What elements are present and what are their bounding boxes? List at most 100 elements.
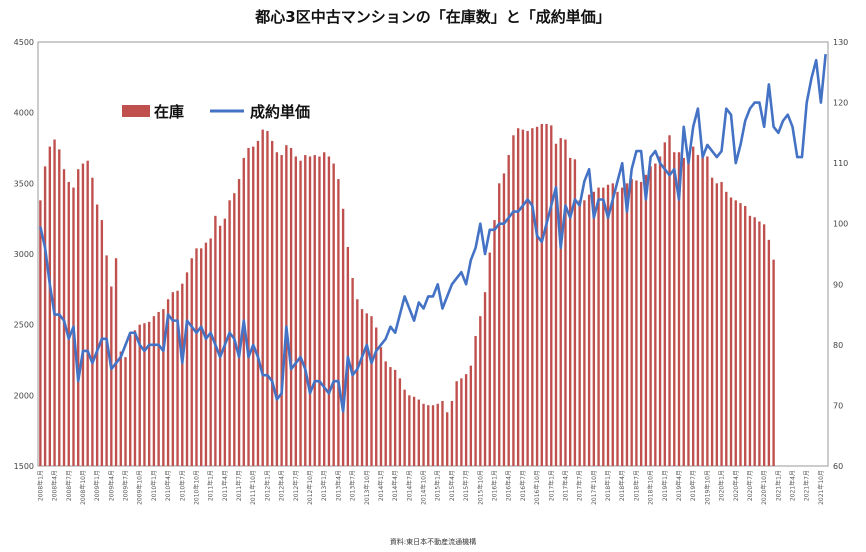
inventory-bar xyxy=(379,347,383,466)
inventory-bar xyxy=(370,316,373,466)
x-tick-label: 2020年1月 xyxy=(718,470,726,501)
inventory-bar xyxy=(39,200,42,467)
inventory-bar xyxy=(157,311,160,466)
inventory-bar xyxy=(677,152,681,467)
inventory-bar xyxy=(58,149,61,466)
inventory-bar xyxy=(166,299,170,466)
right-tick-label: 110 xyxy=(833,159,848,168)
inventory-bar xyxy=(578,200,581,467)
inventory-bar xyxy=(256,140,260,466)
x-tick-label: 2012年10月 xyxy=(306,470,314,505)
inventory-bar xyxy=(323,152,326,467)
inventory-bar xyxy=(455,381,458,466)
inventory-bar xyxy=(162,309,165,466)
inventory-bar xyxy=(772,259,775,466)
inventory-bar xyxy=(663,142,666,466)
x-tick-label: 2015年7月 xyxy=(462,470,470,501)
x-tick-label: 2014年1月 xyxy=(377,470,385,501)
inventory-bar xyxy=(710,177,714,466)
x-tick-label: 2016年7月 xyxy=(519,470,527,501)
inventory-bar xyxy=(474,335,477,466)
x-tick-label: 2012年1月 xyxy=(263,470,271,501)
inventory-bar xyxy=(403,389,406,466)
inventory-bar xyxy=(233,193,236,467)
inventory-bar xyxy=(450,400,454,466)
inventory-bar xyxy=(95,204,99,466)
inventory-bar xyxy=(720,181,723,467)
inventory-bar xyxy=(195,248,198,466)
inventory-bars xyxy=(39,123,775,467)
right-tick-label: 80 xyxy=(833,341,843,350)
left-tick-label: 4500 xyxy=(14,38,34,47)
x-tick-label: 2015年10月 xyxy=(476,470,484,505)
inventory-bar xyxy=(692,146,695,466)
x-tick-label: 2018年4月 xyxy=(618,470,626,501)
x-tick-label: 2012年4月 xyxy=(278,470,286,501)
right-tick-label: 120 xyxy=(833,99,848,108)
inventory-bar xyxy=(91,177,94,466)
inventory-bar xyxy=(673,152,676,467)
x-tick-label: 2011年1月 xyxy=(207,470,215,501)
inventory-bar xyxy=(729,197,733,466)
inventory-bar xyxy=(200,248,203,466)
inventory-bar xyxy=(521,129,525,466)
inventory-bar xyxy=(356,299,359,466)
left-axis-ticks: 1500 2000 2500 3000 3500 4000 4500 xyxy=(14,38,34,471)
left-tick-label: 2500 xyxy=(14,321,34,330)
x-tick-label: 2014年4月 xyxy=(391,470,399,501)
inventory-bar xyxy=(748,215,752,466)
right-tick-label: 90 xyxy=(833,280,843,289)
inventory-bar xyxy=(332,163,335,467)
x-tick-label: 2013年7月 xyxy=(349,470,357,501)
inventory-bar xyxy=(143,323,146,466)
inventory-bar xyxy=(540,123,543,466)
x-tick-label: 2009年1月 xyxy=(93,470,101,501)
inventory-bar xyxy=(304,155,307,466)
inventory-bar xyxy=(516,128,520,466)
inventory-bar xyxy=(446,412,449,466)
inventory-bar xyxy=(266,131,269,467)
inventory-bar xyxy=(181,283,184,466)
inventory-bar xyxy=(294,156,297,467)
inventory-bar xyxy=(583,200,586,467)
x-tick-label: 2011年7月 xyxy=(235,470,243,501)
inventory-bar xyxy=(176,290,179,466)
inventory-bar xyxy=(408,395,411,466)
inventory-bar xyxy=(124,357,127,466)
inventory-bar xyxy=(247,148,250,466)
x-tick-label: 2013年4月 xyxy=(334,470,342,501)
left-tick-label: 2000 xyxy=(14,391,34,400)
inventory-bar xyxy=(545,123,548,466)
x-tick-label: 2020年4月 xyxy=(732,470,740,501)
x-tick-label: 2012年7月 xyxy=(292,470,300,501)
inventory-bar xyxy=(554,143,558,466)
x-tick-label: 2021年1月 xyxy=(774,470,782,501)
inventory-bar xyxy=(110,286,113,466)
right-tick-label: 60 xyxy=(833,462,843,471)
inventory-bar xyxy=(308,156,312,467)
inventory-bar xyxy=(105,255,108,466)
x-tick-label: 2015年1月 xyxy=(434,470,442,501)
legend: 在庫 成約単価 xyxy=(122,103,310,121)
inventory-bar xyxy=(375,327,378,466)
x-tick-label: 2016年1月 xyxy=(491,470,499,501)
x-tick-label: 2020年7月 xyxy=(746,470,754,501)
x-tick-label: 2008年4月 xyxy=(51,470,59,501)
inventory-bar xyxy=(209,238,212,466)
inventory-bar xyxy=(573,159,577,466)
inventory-bar xyxy=(417,399,420,466)
inventory-bar xyxy=(214,215,217,466)
inventory-bar xyxy=(133,330,137,466)
inventory-bar xyxy=(616,191,619,466)
inventory-bar xyxy=(360,309,364,466)
inventory-bar xyxy=(479,316,482,466)
x-tick-label: 2019年7月 xyxy=(689,470,697,501)
inventory-bar xyxy=(427,405,430,466)
x-tick-label: 2013年10月 xyxy=(363,470,371,505)
inventory-bar xyxy=(81,163,85,467)
inventory-bar xyxy=(412,396,416,466)
inventory-bar xyxy=(526,131,529,467)
inventory-bar xyxy=(62,169,66,466)
inventory-bar xyxy=(469,365,473,466)
